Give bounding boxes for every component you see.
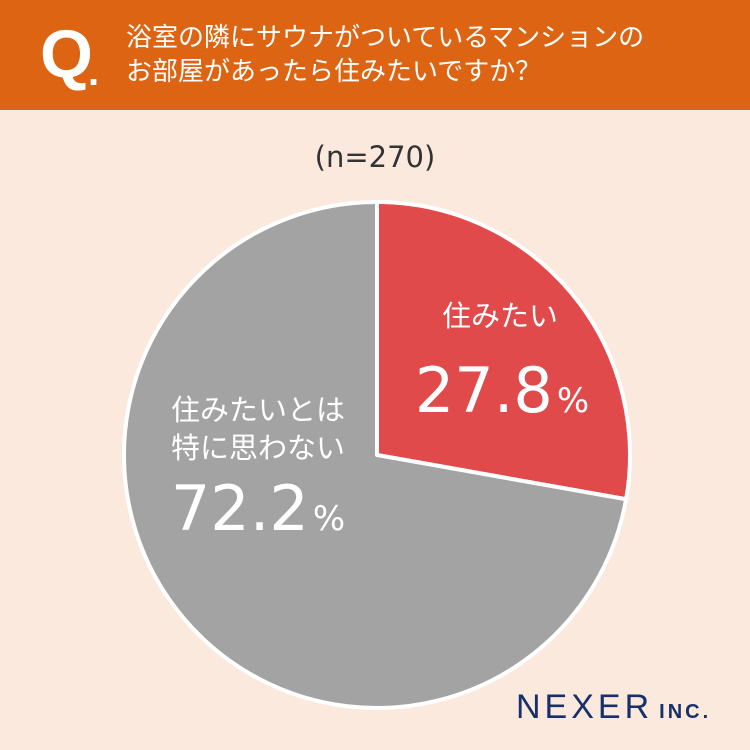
pie-slice-2 xyxy=(122,200,629,710)
q-mark: Q xyxy=(40,16,93,92)
slice-label-1-line-1: 住みたい xyxy=(442,299,558,333)
logo-sub-text: INC. xyxy=(659,701,712,723)
question-header: Q . 浴室の隣にサウナがついているマンションの お部屋があったら住みたいですか… xyxy=(0,0,750,110)
slice-label-2-line-1: 住みたいとは xyxy=(171,393,345,427)
nexer-logo: NEXER INC. xyxy=(516,688,711,727)
slice-value-1: 27.8% xyxy=(415,354,589,427)
logo-main-text: NEXER xyxy=(516,688,654,726)
slice-label-2-line-2: 特に思わない xyxy=(171,431,345,465)
pie-slice-1 xyxy=(375,200,632,502)
question-text-line2: お部屋があったら住みたいですか？ xyxy=(126,57,542,87)
sample-size: (n=270) xyxy=(314,140,436,174)
slice-value-2: 72.2% xyxy=(171,472,345,545)
q-dot: . xyxy=(88,50,100,94)
question-text-line1: 浴室の隣にサウナがついているマンションの xyxy=(126,23,645,53)
